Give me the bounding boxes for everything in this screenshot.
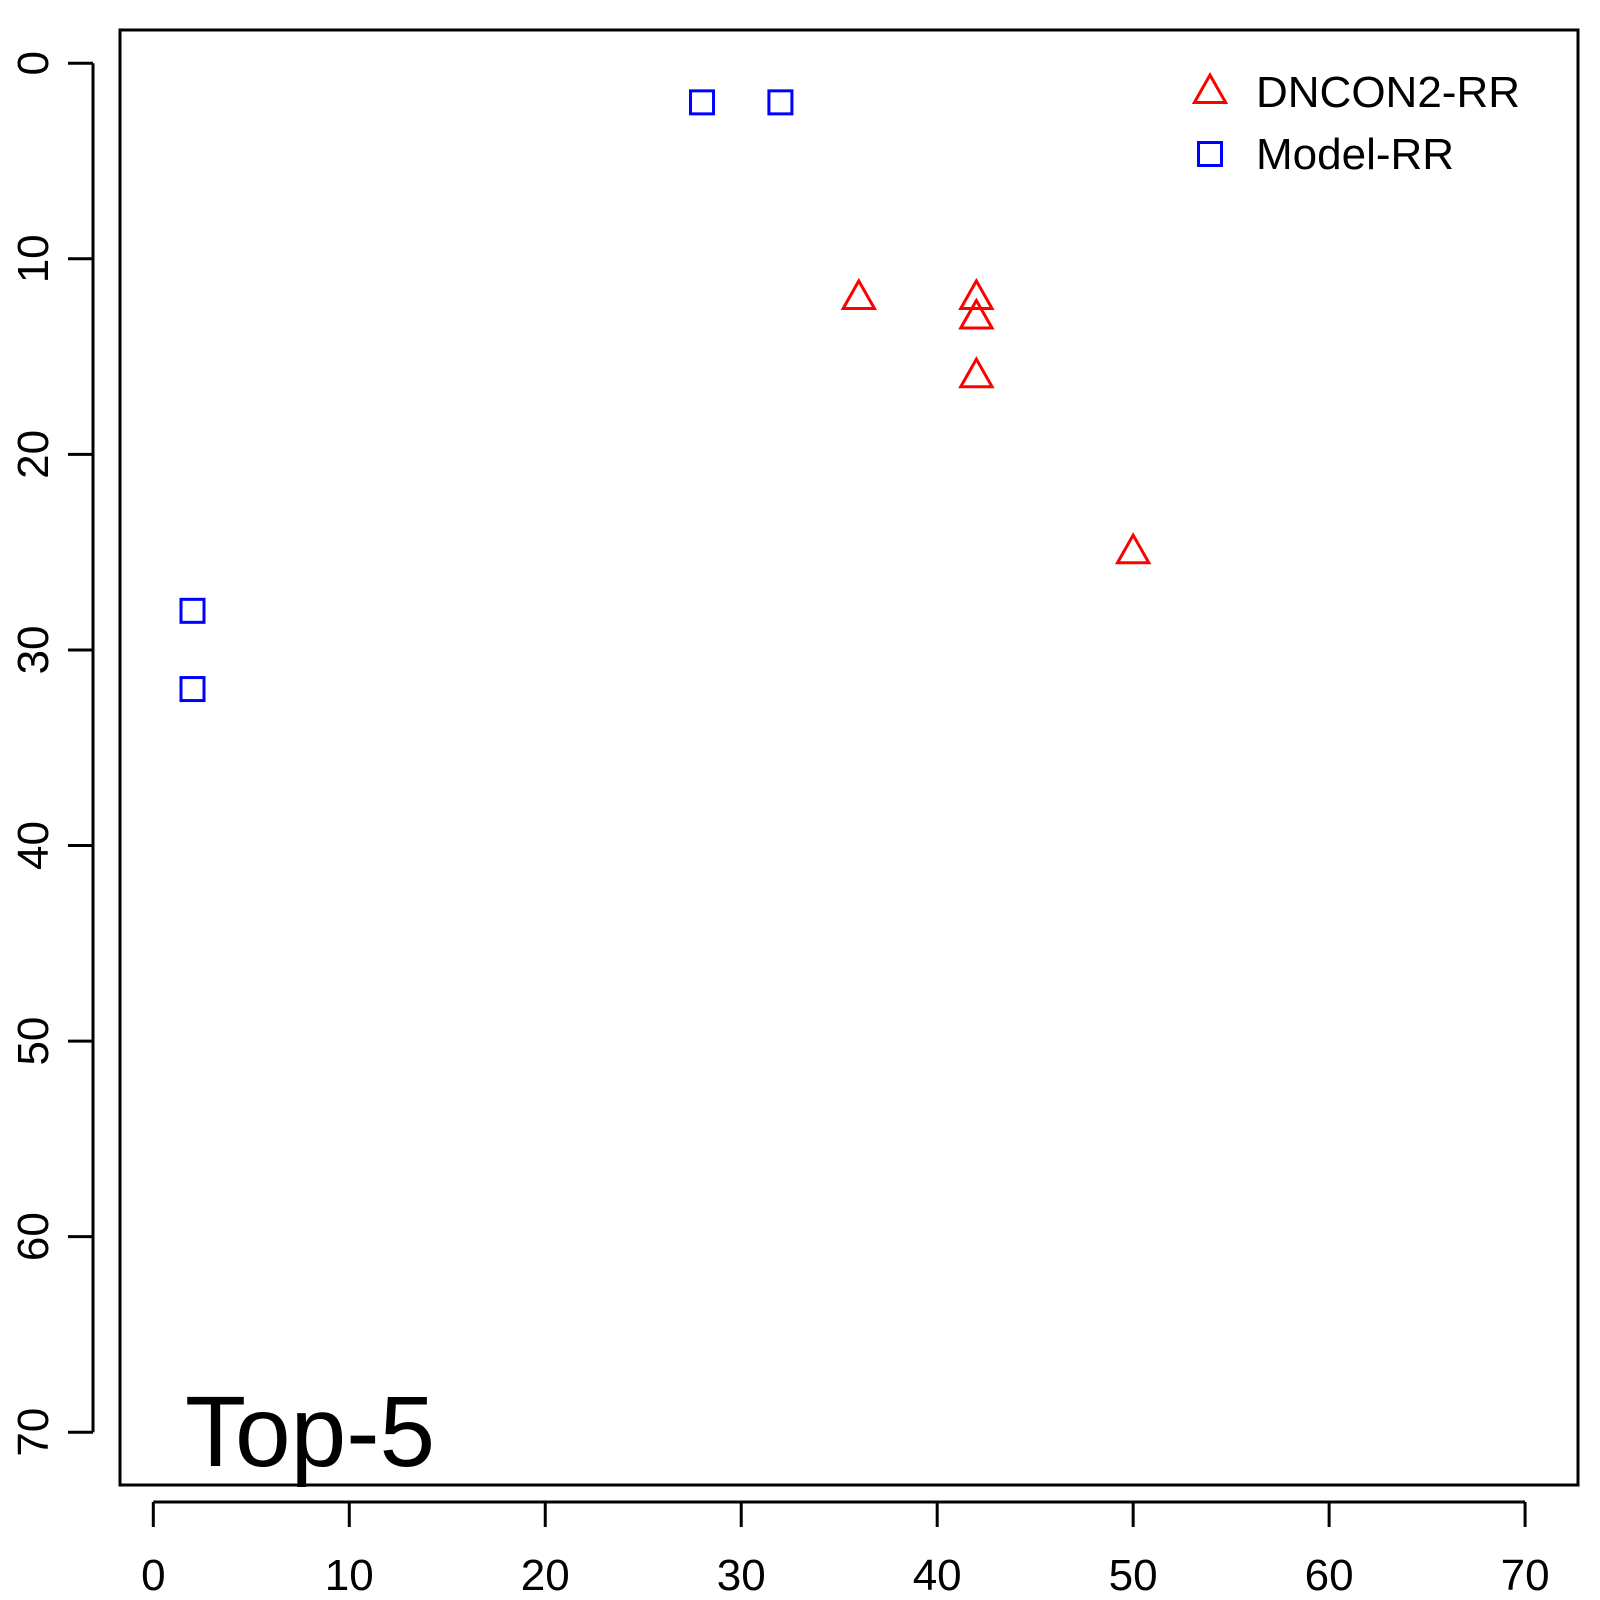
plot-frame	[118, 28, 1580, 1487]
legend-label: Model-RR	[1256, 130, 1454, 179]
model-rr-point	[179, 676, 206, 703]
x-axis: 0 10 20 30 40 50 60 70	[141, 1500, 1550, 1600]
y-tick-label: 70	[9, 1408, 58, 1457]
y-tick-label: 50	[9, 1017, 58, 1066]
y-axis: 0 10 20 30 40 50 60 70	[9, 51, 95, 1457]
x-tick-label: 40	[913, 1551, 962, 1600]
legend-marker-triangle	[1191, 71, 1229, 105]
legend-label: DNCON2-RR	[1256, 68, 1520, 117]
y-tick-label: 40	[9, 821, 58, 870]
y-tick-label: 30	[9, 625, 58, 674]
y-tick-label: 60	[9, 1212, 58, 1261]
dncon2-rr-point	[958, 277, 995, 310]
dncon2-rr-point	[1114, 532, 1152, 565]
x-tick-label: 50	[1109, 1551, 1158, 1600]
model-rr-point	[767, 89, 794, 116]
legend: DNCON2-RR Model-RR	[1191, 68, 1520, 179]
panel-annotation: Top-5	[185, 1376, 435, 1488]
y-tick-label: 0	[9, 51, 58, 75]
x-tick-label: 70	[1501, 1551, 1550, 1600]
x-tick-label: 30	[717, 1551, 766, 1600]
data-points	[179, 89, 1152, 703]
y-tick-label: 10	[9, 234, 58, 283]
x-tick-label: 20	[521, 1551, 570, 1600]
legend-marker-square	[1197, 141, 1223, 167]
dncon2-rr-point	[958, 297, 995, 330]
x-tick-label: 10	[325, 1551, 374, 1600]
x-tick-label: 0	[141, 1551, 165, 1600]
model-rr-point	[179, 597, 206, 624]
model-rr-point	[689, 89, 716, 116]
y-tick-label: 20	[9, 430, 58, 479]
dncon2-rr-point	[840, 277, 878, 310]
dncon2-rr-point	[958, 356, 995, 389]
x-tick-label: 60	[1305, 1551, 1354, 1600]
